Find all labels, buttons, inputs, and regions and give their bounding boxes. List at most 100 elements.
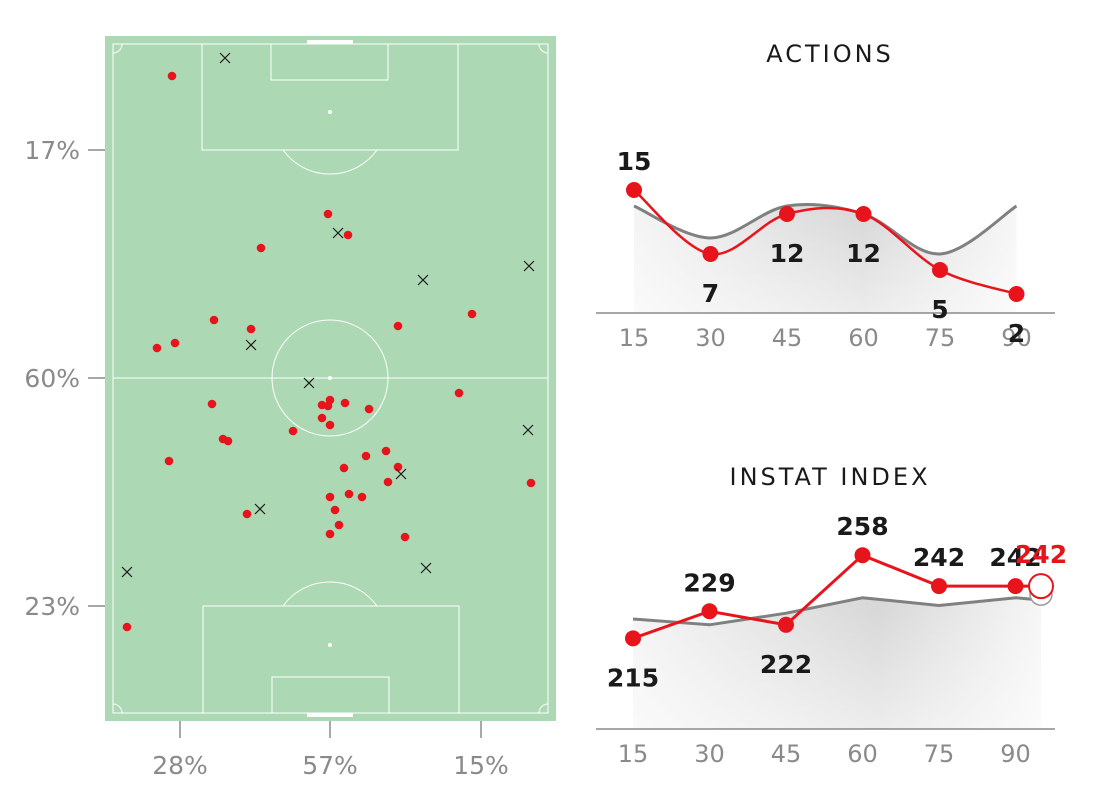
instat-index-area-fade: [633, 597, 1041, 729]
action-dot: [467, 309, 477, 319]
action-dot: [325, 420, 335, 430]
action-dot: [288, 426, 298, 436]
instat-index-value-labels: 215 229 222 258 242 242: [607, 512, 1042, 692]
instat-index-average-line: [632, 596, 1042, 627]
action-dot: [325, 529, 335, 539]
actions-average-line: [633, 202, 1018, 256]
instat-index-points: [625, 547, 1024, 647]
action-dot: [340, 398, 350, 408]
action-dot: [242, 509, 252, 519]
data-label: 242: [989, 543, 1041, 572]
bottom-goal: [307, 713, 353, 717]
actions-value-labels: 15 7 12 12 5 2: [617, 147, 1026, 348]
instat-index-x-ticks: 15 30 45 60 75 90: [618, 740, 1031, 768]
data-label: 258: [836, 512, 888, 541]
data-point: [931, 578, 947, 595]
action-dot: [167, 71, 177, 81]
actions-chart: ACTIONS 15 30 45 60 75 90 15 7 12 12 5 2: [596, 40, 1055, 352]
instat-index-current-marker: [1028, 573, 1054, 600]
action-dot: [323, 209, 333, 219]
action-dot: [357, 492, 367, 502]
action-dot: [330, 505, 340, 515]
action-dot: [209, 315, 219, 325]
unsuccessful-action-cross: [417, 274, 429, 286]
data-point: [932, 262, 948, 278]
unsuccessful-action-cross: [332, 227, 344, 239]
action-dot: [223, 436, 233, 446]
unsuccessful-action-cross: [245, 339, 257, 351]
corner-arc-bl: [112, 703, 123, 714]
action-dot: [526, 478, 536, 488]
data-label: 2: [1008, 319, 1025, 348]
action-dot: [164, 456, 174, 466]
data-label: 7: [702, 279, 719, 308]
zone-label-bottom-left: 28%: [152, 751, 208, 780]
zone-label-left-top: 17%: [24, 136, 80, 165]
zone-label-bottom-middle: 57%: [302, 751, 358, 780]
action-dot: [170, 338, 180, 348]
x-tick-label: 45: [771, 740, 802, 768]
instat-index-current-value: 242: [1015, 540, 1067, 569]
unsuccessful-action-cross: [523, 260, 535, 272]
data-label: 12: [846, 239, 881, 268]
unsuccessful-action-cross: [420, 562, 432, 574]
top-penalty-spot: [328, 110, 332, 114]
instat-index-chart: INSTAT INDEX 15 30 45 60 75 90 215 229 222 258 24…: [596, 463, 1067, 768]
x-tick-label: 90: [1001, 324, 1032, 352]
unsuccessful-action-cross: [219, 52, 231, 64]
x-tick-label: 45: [772, 324, 803, 352]
centre-spot: [328, 376, 332, 380]
action-dot: [122, 622, 132, 632]
action-dot: [454, 388, 464, 398]
corner-arc-tr: [538, 43, 549, 54]
action-dot: [343, 230, 353, 240]
data-label: 5: [931, 295, 948, 324]
data-point: [626, 182, 642, 198]
data-label: 15: [617, 147, 652, 176]
corner-arc-br: [538, 703, 549, 714]
action-dot: [393, 462, 403, 472]
x-tick-label: 60: [848, 324, 879, 352]
unsuccessful-action-cross: [303, 377, 315, 389]
data-label: 222: [760, 650, 812, 679]
bottom-penalty-spot: [328, 643, 332, 647]
action-dot: [361, 451, 371, 461]
x-tick-label: 75: [924, 740, 955, 768]
action-dot: [334, 520, 344, 530]
top-penalty-arc: [282, 149, 378, 175]
top-goal: [307, 40, 353, 44]
miss-crosses: [121, 52, 535, 578]
actions-chart-title: ACTIONS: [766, 40, 894, 68]
pitch: [105, 36, 556, 721]
action-dot: [393, 321, 403, 331]
action-dot: [364, 404, 374, 414]
centre-circle: [271, 319, 389, 437]
action-dot: [325, 492, 335, 502]
zone-label-left-middle: 60%: [24, 364, 80, 393]
action-dot: [207, 399, 217, 409]
action-dot: [339, 463, 349, 473]
actions-area-fade: [634, 204, 1017, 313]
zone-label-left-bottom: 23%: [24, 592, 80, 621]
action-dot: [400, 532, 410, 542]
action-dot: [256, 243, 266, 253]
x-tick-label: 15: [619, 324, 650, 352]
data-point: [1008, 286, 1025, 302]
actions-x-ticks: 15 30 45 60 75 90: [619, 324, 1032, 352]
action-dots: [122, 71, 536, 632]
actions-points: [626, 182, 1025, 302]
x-tick-label: 30: [695, 324, 726, 352]
data-label: 12: [770, 239, 805, 268]
x-tick-label: 30: [694, 740, 725, 768]
action-dot: [246, 324, 256, 334]
data-point: [854, 547, 871, 564]
action-dot: [317, 413, 327, 423]
data-point: [1007, 578, 1024, 595]
data-point: [701, 603, 718, 620]
action-dot: [344, 489, 354, 499]
data-point: [702, 246, 719, 262]
action-dot: [323, 401, 333, 411]
pitch-spots: [307, 40, 353, 717]
data-point: [625, 630, 641, 647]
